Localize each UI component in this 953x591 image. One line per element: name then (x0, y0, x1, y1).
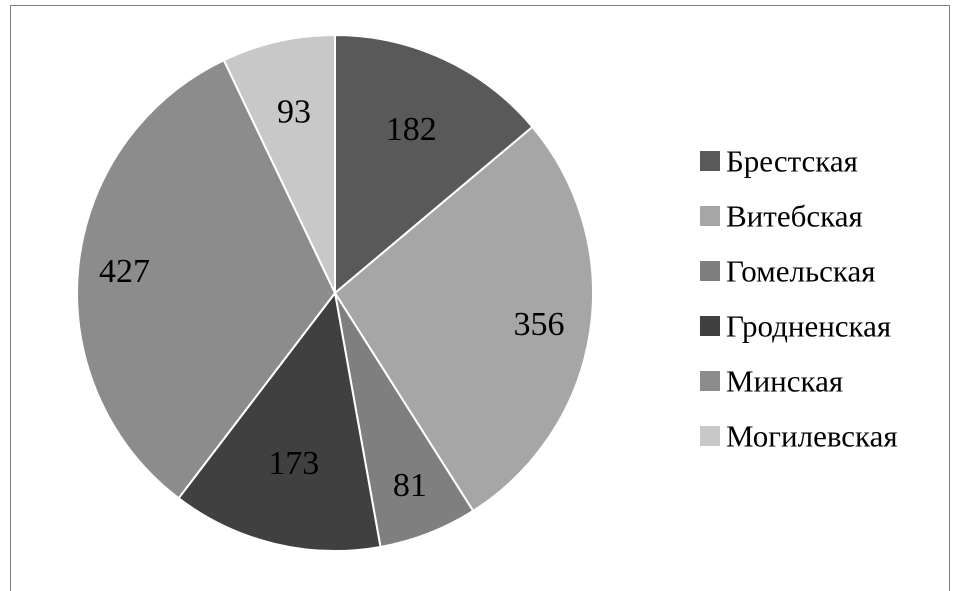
pie-slice-5 (76, 58, 337, 500)
legend-label-1: Брестская (726, 144, 858, 179)
legend-swatch-6 (700, 426, 720, 446)
legend-swatch-2 (700, 206, 720, 226)
legend-swatch-1 (700, 151, 720, 171)
data-label-6: 93 (277, 93, 311, 130)
pie-slice-4 (177, 290, 382, 552)
pie-slice-6 (222, 33, 336, 294)
legend-label-2: Витебская (726, 199, 863, 234)
data-label-2: 356 (513, 306, 564, 343)
data-label-4: 173 (268, 445, 319, 482)
legend-label-6: Могилевская (726, 419, 898, 454)
legend-swatch-4 (700, 316, 720, 336)
legend-swatch-3 (700, 261, 720, 281)
legend-label-5: Минская (726, 364, 843, 399)
pie-slice-2 (333, 125, 594, 513)
pie-slice-1 (334, 33, 534, 296)
legend-label-4: Гродненская (726, 309, 891, 344)
data-label-5: 427 (99, 253, 150, 290)
data-label-1: 182 (386, 111, 437, 148)
data-label-3: 81 (393, 467, 427, 504)
legend-label-3: Гомельская (726, 254, 875, 289)
legend-swatch-5 (700, 371, 720, 391)
